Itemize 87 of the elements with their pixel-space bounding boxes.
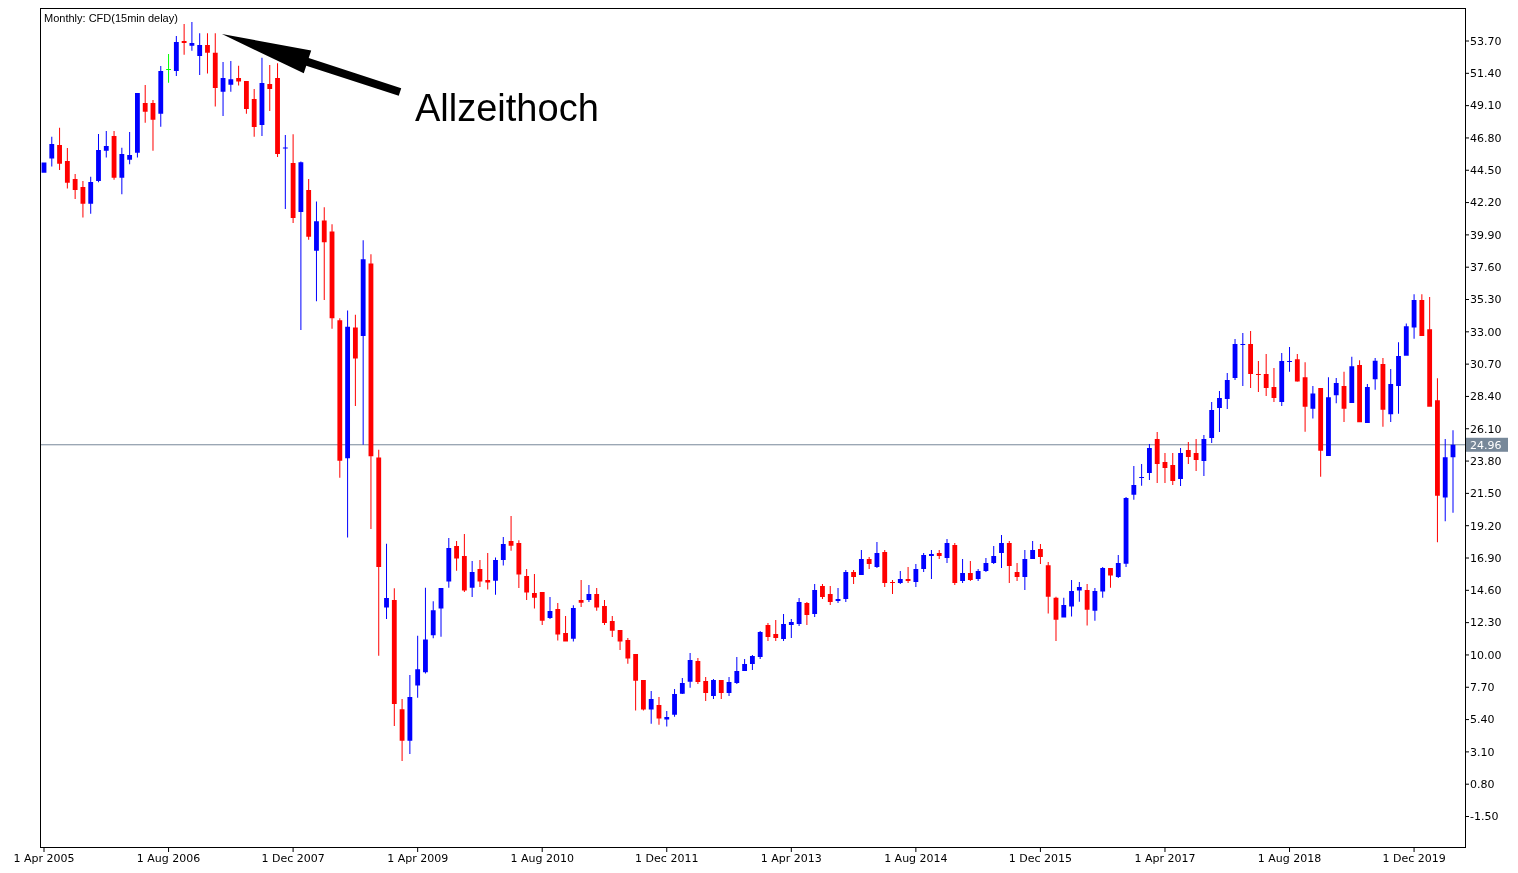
candlestick <box>321 207 327 301</box>
candlestick <box>929 550 934 579</box>
y-tick-label: 26.10 <box>1470 422 1502 436</box>
x-tick-label: 1 Apr 2017 <box>1134 852 1196 865</box>
chart-title: Monthly: CFD(15min delay) <box>44 12 178 24</box>
candlestick <box>282 135 288 210</box>
candlestick <box>664 711 670 727</box>
candlestick <box>1255 361 1261 392</box>
y-tick-label: 12.30 <box>1470 616 1502 630</box>
y-tick-label: 39.90 <box>1470 228 1502 242</box>
candlestick <box>890 579 895 594</box>
y-tick-label: 14.60 <box>1470 584 1502 598</box>
y-tick-label: 42.20 <box>1470 196 1502 210</box>
candlestick <box>1263 354 1269 397</box>
candlestick <box>415 635 421 698</box>
x-tick-label: 1 Aug 2006 <box>136 852 201 865</box>
x-tick-label: 1 Apr 2009 <box>387 852 449 865</box>
y-tick-label: 49.10 <box>1470 99 1502 113</box>
candlestick <box>49 136 55 167</box>
y-tick-label: 51.40 <box>1470 67 1502 81</box>
candlestick <box>1139 464 1145 486</box>
candlestick <box>1108 567 1113 588</box>
candlestick <box>967 560 973 581</box>
x-tick-label: 1 Dec 2015 <box>1008 852 1073 865</box>
x-tick-label: 1 Aug 2010 <box>510 852 574 865</box>
y-tick-label: 3.10 <box>1470 745 1495 759</box>
x-tick-label: 1 Dec 2007 <box>261 852 325 865</box>
candlestick <box>485 552 491 590</box>
candlestick <box>314 201 319 302</box>
candlestick <box>999 534 1004 568</box>
x-tick-label: 1 Aug 2014 <box>884 852 948 865</box>
candlestick <box>1217 390 1222 432</box>
y-tick-label: 35.30 <box>1470 293 1502 307</box>
candlestick <box>1302 362 1308 432</box>
y-tick-label: 5.40 <box>1470 713 1495 727</box>
candlestick <box>648 690 654 724</box>
y-tick-label: 16.90 <box>1470 551 1502 565</box>
y-tick-label: 7.70 <box>1470 681 1495 695</box>
candlestick <box>142 84 148 123</box>
candlestick <box>1240 332 1246 387</box>
candlestick <box>1069 579 1074 617</box>
candlestick <box>1131 465 1137 500</box>
y-tick-label: 19.20 <box>1470 519 1502 533</box>
x-tick-label: 1 Aug 2018 <box>1257 852 1322 865</box>
candlestick <box>1076 582 1082 602</box>
candlestick <box>267 65 273 111</box>
y-tick-label: 33.00 <box>1470 325 1502 339</box>
candlestick <box>991 545 997 564</box>
candlestick <box>532 574 537 609</box>
candlestick <box>352 314 358 407</box>
candlestick <box>563 616 568 642</box>
candlestick <box>578 579 584 608</box>
y-tick-label: 30.70 <box>1470 357 1502 371</box>
candlestick <box>1193 439 1199 472</box>
candlestick <box>298 161 304 330</box>
candlestick <box>773 619 779 642</box>
y-tick-label: 28.40 <box>1470 390 1502 404</box>
candlestick <box>454 541 459 571</box>
candlestick <box>960 559 965 584</box>
candlestick <box>166 54 171 83</box>
y-tick-label: 0.80 <box>1470 778 1495 792</box>
candlestick <box>127 132 133 165</box>
y-tick-label: 21.50 <box>1470 487 1502 501</box>
ref-line-label: 24.96 <box>1470 438 1502 452</box>
y-tick-label: -1.50 <box>1470 810 1499 824</box>
y-tick-label: 44.50 <box>1470 164 1502 178</box>
candlestick <box>181 24 187 55</box>
candlestick <box>788 618 794 638</box>
y-tick-label: 23.80 <box>1470 454 1502 468</box>
candlestick <box>1287 347 1292 372</box>
x-tick-label: 1 Apr 2005 <box>13 852 75 865</box>
x-tick-label: 1 Dec 2019 <box>1382 852 1446 865</box>
candlestick <box>197 33 203 76</box>
candlestick <box>236 65 242 86</box>
y-tick-label: 53.70 <box>1470 34 1502 48</box>
candlestick <box>609 616 615 637</box>
x-tick-label: 1 Dec 2011 <box>635 852 699 865</box>
annotation: Allzeithoch <box>415 87 599 129</box>
y-tick-label: 37.60 <box>1470 261 1502 275</box>
x-tick-label: 1 Apr 2013 <box>760 852 822 865</box>
candlestick <box>205 33 210 74</box>
candlestick <box>103 131 109 158</box>
y-tick-label: 46.80 <box>1470 131 1502 145</box>
candlestick <box>228 60 234 92</box>
y-tick-label: 10.00 <box>1470 648 1502 662</box>
candlestick <box>189 22 195 51</box>
candlestick <box>384 543 389 619</box>
